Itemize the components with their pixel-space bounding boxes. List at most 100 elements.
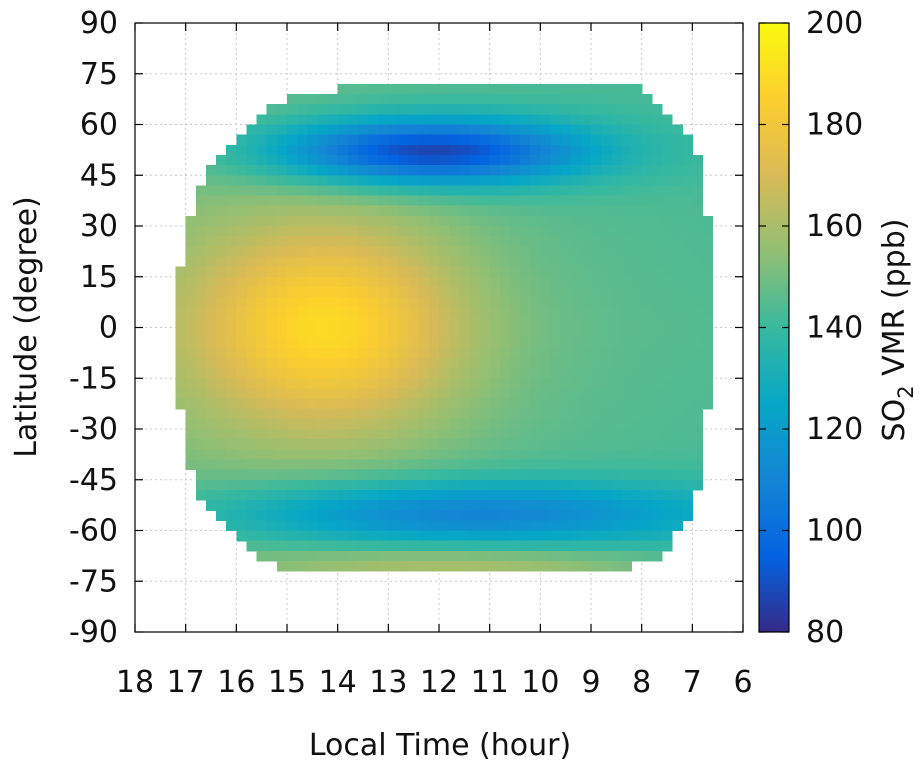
heatmap-cell xyxy=(560,114,572,126)
heatmap-cell xyxy=(347,83,359,95)
heatmap-cell xyxy=(256,388,268,400)
heatmap-cell xyxy=(591,540,602,552)
heatmap-cell xyxy=(591,226,602,237)
heatmap-cell xyxy=(378,500,389,511)
heatmap-cell xyxy=(175,398,187,410)
heatmap-cell xyxy=(205,500,217,511)
x-tick-label: 6 xyxy=(733,665,752,700)
heatmap-cell xyxy=(540,398,552,410)
heatmap-cell xyxy=(317,337,329,349)
heatmap-cell xyxy=(195,388,207,400)
heatmap-cell xyxy=(530,439,541,450)
heatmap-cell xyxy=(428,418,440,430)
heatmap-cell xyxy=(550,429,562,440)
heatmap-cell xyxy=(580,256,592,268)
heatmap-cell xyxy=(509,317,521,329)
heatmap-cell xyxy=(408,388,420,400)
heatmap-cell xyxy=(621,449,633,461)
heatmap-cell xyxy=(591,307,602,318)
heatmap-cell xyxy=(327,449,339,461)
heatmap-cell xyxy=(185,337,197,349)
heatmap-cell xyxy=(449,459,460,471)
heatmap-cell xyxy=(337,154,349,166)
heatmap-cell xyxy=(226,418,237,430)
heatmap-cell xyxy=(388,154,400,166)
heatmap-cell xyxy=(175,347,187,359)
heatmap-cell xyxy=(357,368,369,379)
heatmap-cell xyxy=(570,165,582,176)
heatmap-cell xyxy=(672,357,683,369)
heatmap-cell xyxy=(692,337,704,349)
heatmap-cell xyxy=(479,510,491,521)
heatmap-cell xyxy=(651,114,663,126)
heatmap-cell xyxy=(357,114,369,126)
heatmap-cell xyxy=(540,540,552,552)
heatmap-cell xyxy=(449,154,460,166)
heatmap-cell xyxy=(408,307,420,318)
heatmap-cell xyxy=(702,307,714,318)
heatmap-cell xyxy=(266,226,278,237)
heatmap-cell xyxy=(175,368,187,379)
heatmap-cell xyxy=(398,297,410,308)
heatmap-cell xyxy=(550,185,562,197)
heatmap-cell xyxy=(337,94,349,105)
heatmap-cell xyxy=(428,226,440,237)
heatmap-cell xyxy=(347,429,359,440)
heatmap-cell xyxy=(550,327,562,339)
heatmap-cell xyxy=(489,124,501,136)
heatmap-cell xyxy=(205,195,217,207)
heatmap-cell xyxy=(327,459,339,471)
heatmap-cell xyxy=(509,226,521,237)
heatmap-cell xyxy=(560,256,572,268)
heatmap-cell xyxy=(266,368,278,379)
heatmap-cell xyxy=(236,286,248,298)
heatmap-cell xyxy=(489,205,501,217)
heatmap-cell xyxy=(236,307,248,318)
heatmap-cell xyxy=(509,236,521,247)
heatmap-cell xyxy=(357,83,369,95)
heatmap-cell xyxy=(287,418,298,430)
heatmap-cell xyxy=(631,317,643,329)
heatmap-cell xyxy=(439,489,450,501)
x-tick-label: 12 xyxy=(420,665,458,700)
heatmap-cell xyxy=(205,368,217,379)
heatmap-cell xyxy=(398,540,410,552)
heatmap-cell xyxy=(287,276,298,288)
heatmap-cell xyxy=(469,540,481,552)
heatmap-cell xyxy=(317,276,329,288)
heatmap-cell xyxy=(388,286,400,298)
heatmap-cell xyxy=(327,276,339,288)
heatmap-cell xyxy=(591,469,602,481)
heatmap-cell xyxy=(641,175,653,186)
heatmap-cell xyxy=(560,489,572,501)
heatmap-cell xyxy=(601,276,612,288)
heatmap-cell xyxy=(378,459,389,471)
heatmap-cell xyxy=(246,368,258,379)
heatmap-cell xyxy=(550,205,562,217)
heatmap-cell xyxy=(661,195,673,207)
heatmap-cell xyxy=(185,408,197,420)
colorbar-label-subscript: 2 xyxy=(894,385,918,398)
heatmap-cell xyxy=(570,246,582,258)
heatmap-cell xyxy=(205,469,217,481)
heatmap-cell xyxy=(236,215,248,227)
heatmap-cell xyxy=(580,408,592,420)
heatmap-cell xyxy=(560,124,572,136)
heatmap-cell xyxy=(661,307,673,318)
heatmap-cell xyxy=(489,500,501,511)
heatmap-cell xyxy=(226,276,237,288)
heatmap-cell xyxy=(459,540,470,552)
heatmap-cell xyxy=(256,276,268,288)
heatmap-cell xyxy=(388,236,400,247)
heatmap-cell xyxy=(368,378,379,389)
heatmap-cell xyxy=(661,317,673,329)
heatmap-cell xyxy=(540,144,552,156)
heatmap-cell xyxy=(398,94,410,105)
heatmap-cell xyxy=(378,540,389,552)
heatmap-cell xyxy=(317,540,329,552)
heatmap-cell xyxy=(651,520,663,532)
heatmap-cell xyxy=(530,83,541,95)
heatmap-cell xyxy=(580,388,592,400)
heatmap-cell xyxy=(601,429,612,440)
heatmap-cell xyxy=(317,347,329,359)
